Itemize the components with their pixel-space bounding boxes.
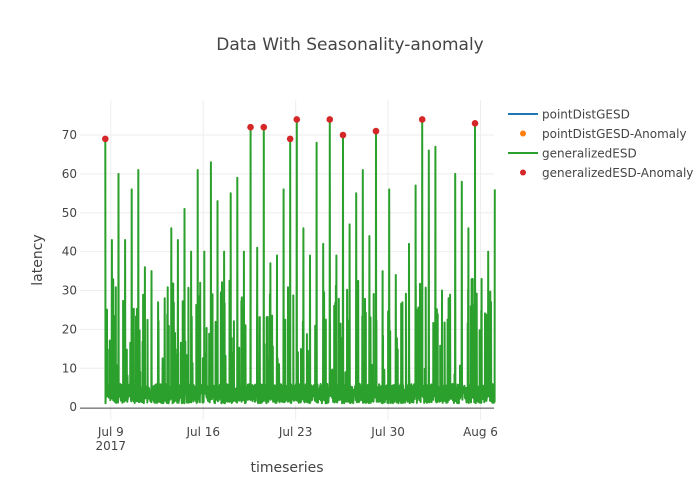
x-tick-label: Jul 16 [185, 425, 220, 439]
legend-marker-icon [520, 130, 526, 137]
x-tick-label: Aug 6 [463, 425, 498, 439]
legend-label: pointDistGESD-Anomaly [542, 127, 687, 141]
y-tick-label: 50 [62, 206, 77, 220]
legend-item-pointdistgesd[interactable]: pointDistGESD [508, 108, 630, 122]
anomaly-point [326, 116, 334, 123]
x-tick-label: Jul 23 [278, 425, 313, 439]
legend[interactable]: pointDistGESD pointDistGESD-Anomaly genera… [508, 108, 693, 181]
y-tick-label: 30 [62, 284, 77, 298]
legend-label: generalizedESD [542, 147, 637, 161]
anomaly-point [372, 127, 380, 135]
anomaly-point [471, 120, 479, 127]
anomaly-point [293, 116, 301, 123]
anomaly-point [286, 135, 294, 143]
anomaly-point [247, 123, 254, 131]
legend-marker-icon [520, 169, 526, 176]
legend-item-generalizedesd-anomaly[interactable]: generalizedESD-Anomaly [520, 166, 693, 180]
anomaly-point [102, 135, 109, 143]
legend-label: pointDistGESD [542, 108, 630, 122]
plot-area [102, 116, 496, 405]
legend-label: generalizedESD-Anomaly [542, 166, 693, 180]
legend-item-pointdistgesd-anomaly[interactable]: pointDistGESD-Anomaly [520, 127, 687, 141]
x-tick-label: Jul 30 [370, 425, 405, 439]
generalizedESD-line [104, 118, 496, 405]
anomaly-point [418, 116, 426, 123]
y-tick-label: 10 [62, 361, 77, 375]
y-tick-label: 20 [62, 322, 77, 336]
x-tick-label: Jul 9 [97, 425, 124, 439]
y-tick-label: 60 [62, 167, 77, 181]
anomaly-point [339, 131, 347, 139]
x-tick-sublabel: 2017 [96, 439, 127, 453]
legend-item-generalizedesd[interactable]: generalizedESD [508, 147, 637, 161]
y-tick-label: 0 [69, 400, 77, 414]
chart-title: Data With Seasonality-anomaly [216, 35, 483, 55]
anomaly-point [260, 123, 268, 131]
x-axis-label: timeseries [250, 460, 323, 476]
y-tick-label: 40 [62, 245, 77, 259]
y-axis-label: latency [30, 234, 46, 285]
y-tick-label: 70 [62, 128, 77, 142]
